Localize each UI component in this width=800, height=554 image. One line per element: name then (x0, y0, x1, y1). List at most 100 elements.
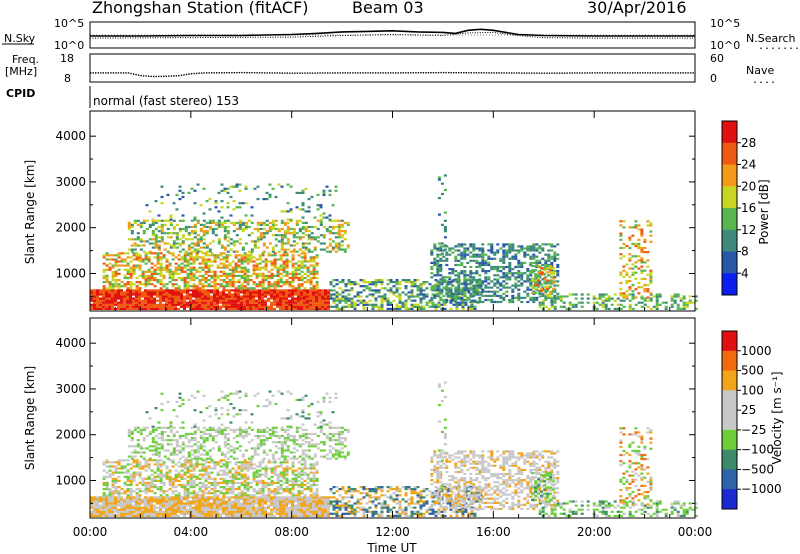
power-cell (157, 240, 161, 243)
power-cell (655, 307, 659, 310)
power-cell (102, 299, 105, 302)
power-cell (225, 281, 229, 284)
power-cell (386, 283, 390, 286)
velocity-cell (315, 506, 318, 509)
power-cell (514, 257, 518, 260)
velocity-cell (180, 475, 184, 478)
power-cell (313, 246, 317, 249)
freq-point (211, 72, 213, 74)
velocity-cell (111, 465, 115, 468)
power-cell (219, 254, 223, 257)
velocity-cell (171, 496, 174, 499)
power-cell (451, 298, 455, 302)
velocity-cell (120, 496, 123, 499)
power-cell (502, 245, 506, 248)
velocity-cell (201, 510, 204, 513)
velocity-cell (117, 475, 121, 478)
velocity-cell (159, 490, 163, 493)
power-cell (529, 278, 533, 281)
power-cell (445, 263, 449, 267)
velocity-cell (321, 500, 324, 503)
power-cell (279, 295, 282, 298)
power-cell (285, 270, 289, 273)
velocity-cell (306, 510, 309, 513)
power-cell (270, 295, 273, 298)
power-cell (238, 225, 242, 229)
power-cell (628, 293, 632, 296)
power-cell (481, 255, 485, 258)
power-cell (144, 289, 147, 292)
power-cell (252, 272, 256, 275)
power-cell (249, 274, 253, 277)
power-cell (523, 247, 527, 250)
power-cell (457, 263, 461, 267)
freq-point (690, 72, 692, 74)
power-cell (223, 238, 227, 241)
freq-point (309, 72, 311, 74)
power-cell (201, 297, 204, 300)
power-cell (181, 240, 185, 243)
power-cell (547, 257, 551, 260)
power-cell (322, 216, 326, 219)
power-cell (201, 256, 205, 259)
power-cell (292, 230, 296, 233)
power-cell (174, 279, 178, 282)
power-cell (297, 301, 300, 304)
power-cell (556, 243, 560, 246)
power-cell (520, 276, 524, 279)
power-cell (568, 307, 572, 310)
power-cell (120, 301, 123, 304)
power-cell (328, 242, 332, 245)
velocity-cell (132, 500, 135, 503)
power-cell (208, 227, 212, 231)
velocity-cell (93, 506, 96, 509)
power-cell (111, 254, 115, 257)
power-cell (625, 263, 629, 266)
power-cell (461, 301, 465, 304)
power-cell (277, 234, 281, 237)
power-cell (111, 295, 114, 298)
velocity-cell (129, 510, 132, 513)
power-cell (246, 293, 249, 296)
power-cell (105, 299, 108, 302)
power-cell (628, 253, 632, 256)
power-cell (574, 305, 578, 308)
velocity-cell (159, 481, 163, 484)
power-cell (229, 221, 233, 224)
power-cell (407, 297, 411, 300)
power-cell (280, 221, 284, 224)
power-cell (114, 264, 118, 267)
velocity-cell (177, 461, 181, 464)
power-cell (511, 243, 515, 246)
velocity-cell (138, 500, 141, 503)
power-cell (238, 183, 242, 186)
power-cell (307, 210, 311, 213)
power-cell (234, 274, 238, 277)
power-cell (643, 288, 647, 291)
power-cell (532, 298, 536, 302)
power-cell (156, 258, 160, 261)
power-cell (434, 303, 438, 306)
power-cell (541, 299, 545, 302)
power-cell (350, 303, 354, 306)
power-cell (310, 195, 314, 199)
velocity-cell (153, 492, 157, 495)
freq-point (546, 72, 548, 74)
power-cell (404, 299, 408, 302)
power-cell (380, 303, 384, 306)
power-cell (386, 307, 390, 310)
velocity-cell (324, 514, 327, 517)
power-cell (273, 293, 276, 296)
power-cell (550, 301, 554, 304)
power-cell (325, 185, 329, 188)
velocity-cell (171, 500, 174, 503)
power-cell (335, 295, 339, 298)
power-cell (210, 291, 213, 294)
power-cell (99, 303, 102, 306)
power-cell (243, 291, 246, 294)
power-cell (219, 274, 223, 277)
power-cell (386, 279, 390, 282)
velocity-cell (96, 510, 99, 513)
power-cell (285, 299, 288, 302)
velocity-cell (228, 496, 231, 499)
